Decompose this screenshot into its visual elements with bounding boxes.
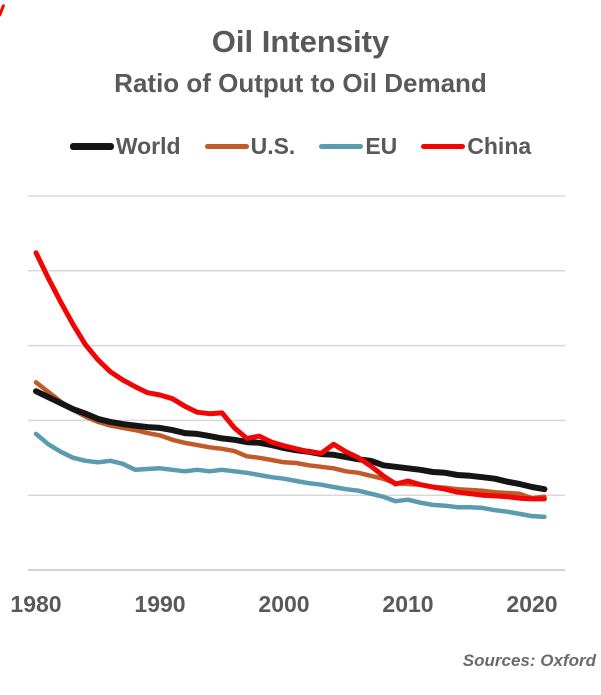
- x-tick-label: 2020: [506, 591, 558, 617]
- legend-item-eu: EU: [319, 133, 397, 160]
- source-note: Sources: Oxford: [462, 651, 596, 670]
- legend-swatch-icon: [319, 144, 364, 149]
- legend-swatch-icon: [204, 144, 249, 149]
- legend-label: China: [467, 133, 532, 159]
- chart-subtitle: Ratio of Output to Oil Demand: [114, 68, 487, 98]
- x-tick-label: 1990: [134, 591, 186, 617]
- series-line-china: [33, 250, 547, 502]
- legend-swatch-icon: [69, 143, 114, 150]
- series-line-eu: [33, 431, 547, 520]
- chart-title: Oil Intensity: [211, 24, 390, 59]
- series-line-us: [33, 380, 547, 501]
- x-tick-label: 1980: [10, 591, 62, 617]
- legend-label: U.S.: [250, 133, 296, 159]
- legend-item-china: China: [421, 133, 531, 160]
- x-tick-label: 2010: [382, 591, 434, 617]
- legend-label: EU: [365, 133, 398, 159]
- legend-swatch-icon: [421, 144, 466, 149]
- legend-item-us: U.S.: [204, 133, 296, 160]
- x-tick-label: 2000: [258, 591, 310, 617]
- x-axis: 1980 1990 2000 2010 2020: [0, 591, 601, 619]
- chart-legend: World U.S. EU China: [0, 133, 601, 160]
- series-line-world: [33, 388, 548, 493]
- legend-label: World: [115, 133, 181, 159]
- legend-item-world: World: [69, 133, 181, 160]
